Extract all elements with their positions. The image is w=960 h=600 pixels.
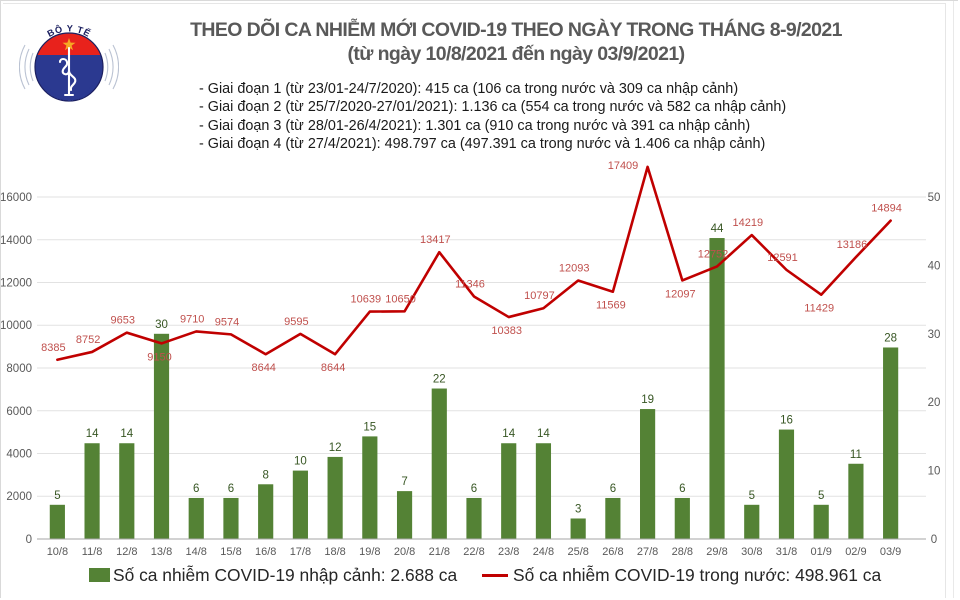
svg-text:25/8: 25/8 [567, 546, 588, 558]
svg-text:30: 30 [155, 319, 168, 331]
svg-text:17409: 17409 [608, 160, 639, 172]
svg-text:8: 8 [262, 469, 268, 481]
svg-text:01/9: 01/9 [810, 546, 831, 558]
svg-text:10650: 10650 [385, 293, 416, 305]
svg-text:18/8: 18/8 [324, 546, 345, 558]
svg-text:13186: 13186 [837, 239, 868, 251]
svg-text:24/8: 24/8 [533, 546, 554, 558]
svg-text:14000: 14000 [1, 235, 32, 247]
svg-text:8644: 8644 [251, 362, 275, 374]
svg-text:26/8: 26/8 [602, 546, 623, 558]
svg-text:6: 6 [471, 483, 477, 495]
svg-text:14: 14 [502, 428, 515, 440]
svg-text:0: 0 [931, 534, 937, 546]
svg-text:0: 0 [26, 534, 32, 546]
svg-text:10: 10 [294, 456, 307, 468]
svg-text:23/8: 23/8 [498, 546, 519, 558]
svg-text:2000: 2000 [6, 491, 32, 503]
svg-text:21/8: 21/8 [429, 546, 450, 558]
svg-text:44: 44 [711, 223, 724, 235]
svg-text:10797: 10797 [524, 290, 555, 302]
svg-text:22: 22 [433, 374, 446, 386]
svg-text:19: 19 [641, 394, 654, 406]
svg-text:6: 6 [679, 483, 685, 495]
svg-text:31/8: 31/8 [776, 546, 797, 558]
svg-text:29/8: 29/8 [706, 546, 727, 558]
svg-text:27/8: 27/8 [637, 546, 658, 558]
svg-text:14: 14 [537, 428, 550, 440]
svg-text:15: 15 [363, 421, 376, 433]
svg-text:16: 16 [780, 415, 793, 427]
svg-text:10000: 10000 [1, 320, 32, 332]
svg-text:17/8: 17/8 [290, 546, 311, 558]
svg-text:12: 12 [329, 442, 342, 454]
svg-text:6: 6 [228, 483, 234, 495]
svg-text:19/8: 19/8 [359, 546, 380, 558]
svg-text:3: 3 [575, 504, 581, 516]
svg-text:10/8: 10/8 [47, 546, 68, 558]
svg-text:20: 20 [928, 397, 941, 409]
svg-text:40: 40 [928, 260, 941, 272]
svg-text:9574: 9574 [215, 316, 239, 328]
svg-text:20/8: 20/8 [394, 546, 415, 558]
svg-text:28/8: 28/8 [672, 546, 693, 558]
svg-text:16/8: 16/8 [255, 546, 276, 558]
svg-text:5: 5 [818, 490, 824, 502]
svg-text:12752: 12752 [698, 248, 729, 260]
svg-text:14894: 14894 [871, 203, 902, 215]
svg-text:5: 5 [749, 490, 755, 502]
svg-text:5: 5 [54, 490, 60, 502]
svg-text:6000: 6000 [6, 406, 32, 418]
svg-text:12097: 12097 [665, 288, 696, 300]
svg-text:9710: 9710 [180, 313, 204, 325]
svg-text:8644: 8644 [321, 362, 345, 374]
svg-text:13417: 13417 [420, 234, 451, 246]
svg-text:50: 50 [928, 192, 941, 204]
svg-text:9595: 9595 [284, 316, 308, 328]
svg-text:7: 7 [401, 476, 407, 488]
svg-text:12/8: 12/8 [116, 546, 137, 558]
svg-text:14/8: 14/8 [185, 546, 206, 558]
svg-text:30: 30 [928, 329, 941, 341]
svg-text:30/8: 30/8 [741, 546, 762, 558]
svg-text:13/8: 13/8 [151, 546, 172, 558]
svg-text:6: 6 [193, 483, 199, 495]
svg-text:12591: 12591 [767, 252, 798, 264]
svg-text:11: 11 [850, 449, 862, 461]
svg-text:11346: 11346 [455, 279, 485, 291]
svg-text:16000: 16000 [1, 192, 32, 204]
svg-text:10383: 10383 [491, 325, 522, 337]
svg-text:11569: 11569 [596, 300, 626, 312]
svg-text:15/8: 15/8 [220, 546, 241, 558]
svg-text:12000: 12000 [1, 278, 32, 290]
svg-text:14: 14 [86, 428, 99, 440]
svg-text:8000: 8000 [6, 363, 32, 375]
svg-text:9653: 9653 [111, 315, 135, 327]
svg-text:14: 14 [120, 428, 133, 440]
svg-text:28: 28 [884, 333, 897, 345]
svg-text:02/9: 02/9 [845, 546, 866, 558]
svg-text:6: 6 [610, 483, 616, 495]
svg-text:03/9: 03/9 [880, 546, 901, 558]
svg-text:10: 10 [928, 466, 941, 478]
svg-text:9150: 9150 [147, 351, 171, 363]
svg-text:4000: 4000 [6, 449, 32, 461]
svg-text:11/8: 11/8 [82, 546, 103, 558]
svg-text:8385: 8385 [41, 342, 65, 354]
svg-text:10639: 10639 [351, 294, 382, 306]
svg-text:22/8: 22/8 [463, 546, 484, 558]
svg-text:11429: 11429 [804, 303, 834, 315]
svg-text:12093: 12093 [559, 263, 590, 275]
svg-text:14219: 14219 [733, 217, 764, 229]
svg-text:8752: 8752 [76, 334, 100, 346]
